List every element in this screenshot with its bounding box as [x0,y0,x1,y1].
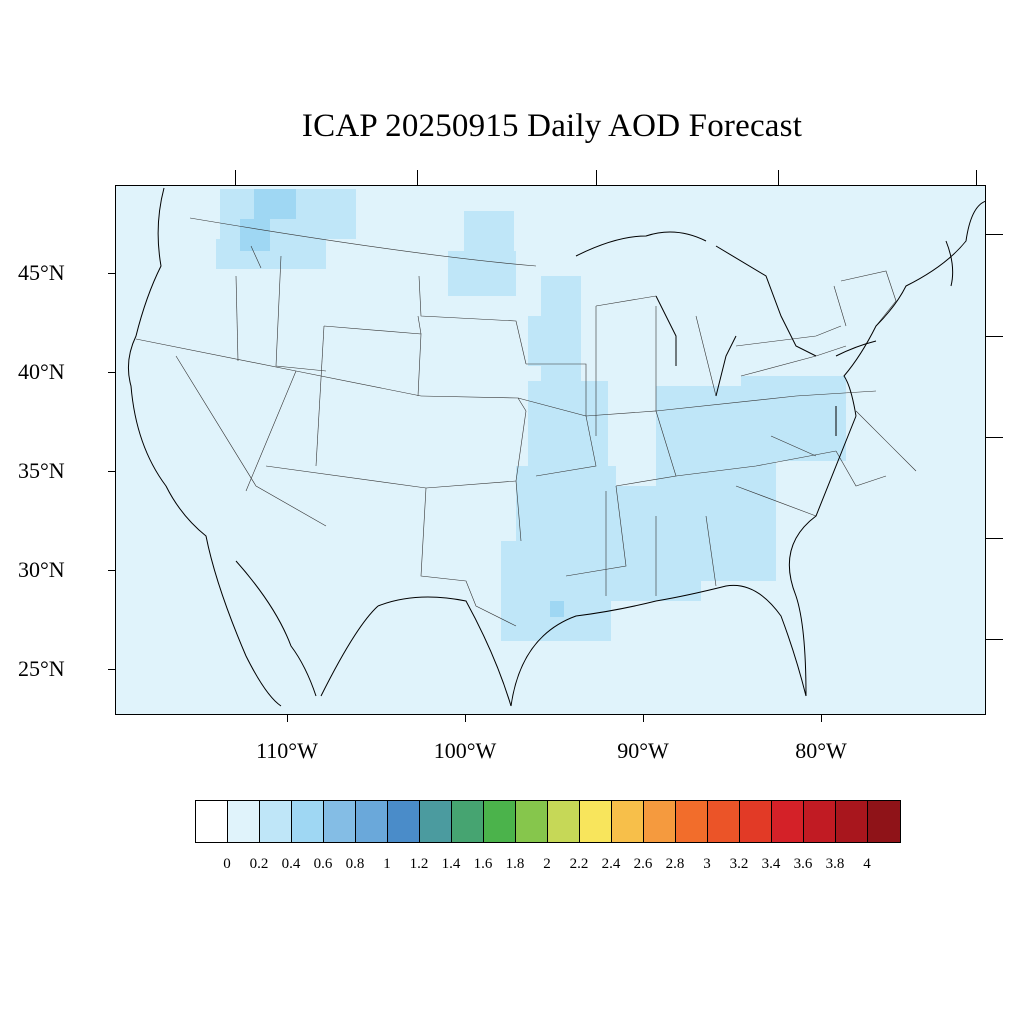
colorbar-swatch-17 [740,801,772,842]
colorbar-swatch-15 [676,801,708,842]
lat-label-45n: 45°N [18,260,65,285]
colorbar-label-1: 0.2 [249,856,269,872]
lat-label-30n: 30°N [18,557,65,582]
tick-right-1 [986,234,1003,235]
colorbar-swatch-1 [228,801,260,842]
state-boundaries [135,217,917,627]
tick-left-40 [108,372,115,373]
tick-bottom-90 [643,715,644,722]
tick-top-5 [976,170,977,185]
colorbar-swatch-21 [868,801,900,842]
tick-left-25 [108,669,115,670]
colorbar-label-6: 1.2 [409,856,429,872]
colorbar-swatch-8 [452,801,484,842]
tick-left-30 [108,570,115,571]
colorbar-swatch-4 [324,801,356,842]
lat-label-25n: 25°N [18,656,65,681]
coastlines [127,187,985,707]
tick-right-5 [986,639,1003,640]
colorbar-label-15: 3 [703,856,711,872]
colorbar-swatch-0 [196,801,228,842]
colorbar-label-8: 1.6 [473,856,493,872]
colorbar-label-14: 2.8 [665,856,685,872]
tick-right-2 [986,336,1003,337]
tick-left-45 [108,273,115,274]
tick-bottom-110 [287,715,288,722]
colorbar-label-9: 1.8 [505,856,525,872]
colorbar-swatch-2 [260,801,292,842]
lon-label-90w: 90°W [617,738,669,763]
map-title: ICAP 20250915 Daily AOD Forecast [301,108,803,144]
colorbar-label-7: 1.4 [441,856,461,872]
colorbar-label-11: 2.2 [569,856,589,872]
colorbar-label-16: 3.2 [729,856,749,872]
colorbar-swatch-9 [484,801,516,842]
colorbar-label-0: 0 [223,856,231,872]
colorbar-swatch-18 [772,801,804,842]
lon-label-80w: 80°W [795,738,847,763]
tick-top-4 [778,170,779,185]
tick-top-1 [235,170,236,185]
colorbar-swatch-19 [804,801,836,842]
colorbar-label-19: 3.8 [825,856,845,872]
colorbar-label-12: 2.4 [601,856,621,872]
colorbar-swatch-7 [420,801,452,842]
lon-label-100w: 100°W [433,738,497,763]
lat-label-40n: 40°N [18,359,65,384]
aod-patches-low [216,189,846,641]
colorbar-label-20: 4 [863,856,871,872]
colorbar-swatch-3 [292,801,324,842]
colorbar-label-13: 2.6 [633,856,653,872]
colorbar-swatch-12 [580,801,612,842]
tick-left-35 [108,471,115,472]
us-map [127,187,985,707]
colorbar-swatch-10 [516,801,548,842]
colorbar-label-18: 3.6 [793,856,813,872]
tick-bottom-80 [821,715,822,722]
aod-colorbar [195,800,901,843]
colorbar-swatch-20 [836,801,868,842]
colorbar-label-5: 1 [383,856,391,872]
tick-right-3 [986,437,1003,438]
colorbar-swatch-6 [388,801,420,842]
colorbar-swatch-14 [644,801,676,842]
colorbar-swatch-5 [356,801,388,842]
map-area [115,185,986,715]
colorbar-label-17: 3.4 [761,856,781,872]
colorbar-swatch-11 [548,801,580,842]
tick-bottom-100 [465,715,466,722]
aod-patches-mid [240,189,564,617]
tick-top-2 [417,170,418,185]
tick-right-4 [986,538,1003,539]
lon-label-110w: 110°W [256,738,318,763]
colorbar-label-10: 2 [543,856,551,872]
tick-top-3 [596,170,597,185]
colorbar-swatch-16 [708,801,740,842]
colorbar-label-3: 0.6 [313,856,333,872]
lat-label-35n: 35°N [18,458,65,483]
colorbar-label-2: 0.4 [281,856,301,872]
colorbar-label-4: 0.8 [345,856,365,872]
colorbar-swatch-13 [612,801,644,842]
